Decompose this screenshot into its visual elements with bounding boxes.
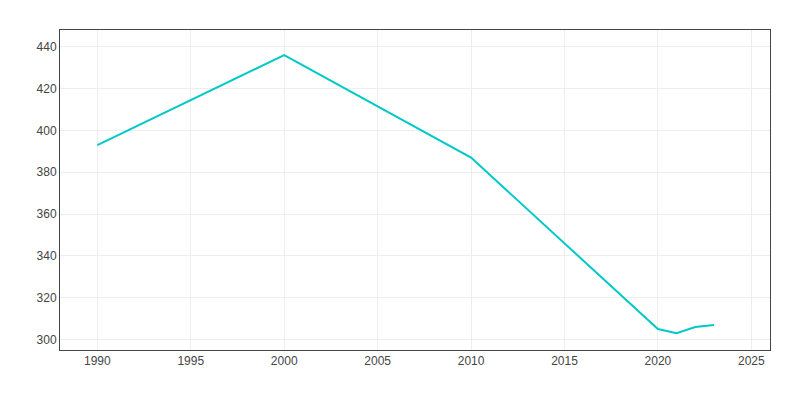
svg-text:2015: 2015 xyxy=(551,354,578,368)
svg-text:400: 400 xyxy=(37,124,57,138)
svg-text:320: 320 xyxy=(37,291,57,305)
svg-text:300: 300 xyxy=(37,333,57,347)
svg-text:1990: 1990 xyxy=(84,354,111,368)
svg-text:2000: 2000 xyxy=(271,354,298,368)
svg-text:1995: 1995 xyxy=(177,354,204,368)
svg-text:340: 340 xyxy=(37,249,57,263)
svg-text:420: 420 xyxy=(37,82,57,96)
svg-text:360: 360 xyxy=(37,207,57,221)
svg-text:2025: 2025 xyxy=(738,354,765,368)
svg-text:440: 440 xyxy=(37,40,57,54)
svg-text:2005: 2005 xyxy=(364,354,391,368)
svg-text:2010: 2010 xyxy=(458,354,485,368)
svg-text:2020: 2020 xyxy=(645,354,672,368)
svg-text:380: 380 xyxy=(37,165,57,179)
